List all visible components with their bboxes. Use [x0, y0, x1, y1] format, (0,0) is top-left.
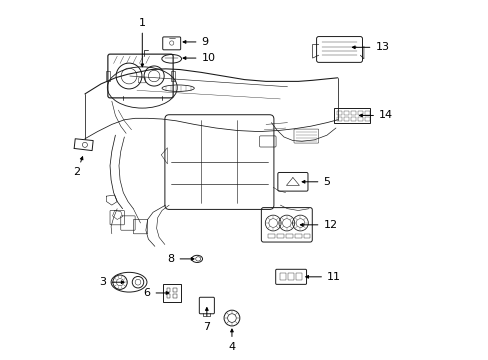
- Bar: [333, 108, 369, 123]
- Text: 9: 9: [183, 37, 208, 47]
- Text: 12: 12: [300, 220, 337, 230]
- Text: 4: 4: [228, 329, 235, 352]
- Bar: [350, 117, 355, 121]
- Text: 8: 8: [167, 254, 194, 264]
- Bar: [171, 71, 174, 81]
- Bar: [280, 273, 285, 280]
- Bar: [365, 117, 369, 121]
- Bar: [296, 273, 301, 280]
- Bar: [277, 234, 283, 238]
- Bar: [304, 234, 310, 238]
- Bar: [173, 288, 176, 292]
- Text: 5: 5: [302, 177, 330, 187]
- Bar: [285, 234, 292, 238]
- Bar: [357, 111, 363, 116]
- Bar: [365, 111, 369, 116]
- Text: 7: 7: [203, 307, 210, 332]
- Bar: [294, 234, 301, 238]
- Bar: [343, 117, 348, 121]
- Bar: [106, 71, 110, 81]
- Text: 3: 3: [99, 277, 124, 287]
- Text: 1: 1: [139, 18, 145, 67]
- Bar: [166, 294, 170, 298]
- Bar: [350, 111, 355, 116]
- Text: 11: 11: [305, 272, 340, 282]
- Bar: [163, 284, 181, 302]
- Bar: [343, 111, 348, 116]
- Text: 14: 14: [359, 111, 392, 121]
- Bar: [173, 294, 176, 298]
- Bar: [336, 111, 341, 116]
- Text: 10: 10: [183, 53, 215, 63]
- Bar: [287, 273, 293, 280]
- Bar: [357, 117, 363, 121]
- Text: 13: 13: [352, 42, 388, 52]
- Bar: [166, 288, 170, 292]
- Bar: [336, 117, 341, 121]
- Text: 2: 2: [73, 157, 83, 177]
- Text: 6: 6: [143, 288, 168, 298]
- Bar: [267, 234, 274, 238]
